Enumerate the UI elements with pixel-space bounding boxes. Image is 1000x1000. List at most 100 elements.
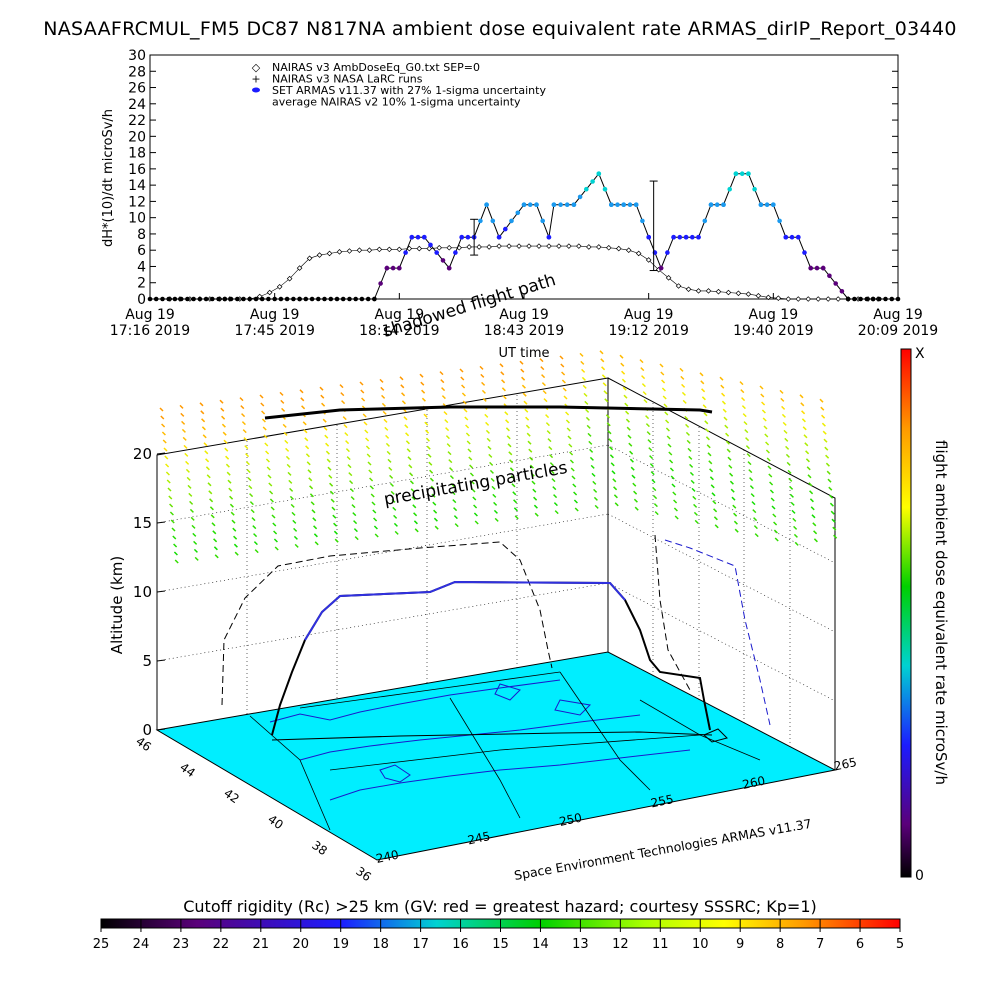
particle-mark [624,402,629,407]
nairas-point [665,275,672,281]
particle-mark [511,483,516,488]
particle-mark [684,415,689,420]
armas-point [403,250,408,255]
particle-mark [586,424,591,429]
particle-mark [423,413,428,418]
particle-mark [649,463,654,468]
particle-mark [712,500,717,505]
particle-field [159,350,838,564]
particle-mark [305,445,310,450]
particle-mark [704,420,709,425]
z-tick [156,521,166,524]
nairas-point [276,284,283,290]
particle-mark [304,437,309,442]
particle-mark [302,421,307,426]
particle-mark [651,479,656,484]
particle-mark [726,448,731,453]
particle-mark [313,533,318,538]
rigidity-tick-label: 25 [93,937,110,952]
particle-mark [792,517,797,522]
particle-mark [543,398,548,403]
page-title: NASAAFRCMUL_FM5 DC87 N817NA ambient dose… [43,18,957,40]
armas-point [390,265,396,271]
particle-mark [629,458,634,463]
particle-mark [706,444,711,449]
particle-mark [451,491,456,496]
armas-point [546,234,552,240]
nairas-point [825,296,831,302]
particle-mark [793,533,798,538]
particle-mark [786,461,791,466]
rigidity-tick-label: 16 [452,937,469,952]
armas-point [727,186,732,192]
particle-mark [566,427,571,432]
particle-mark [440,379,445,384]
particle-mark [670,475,675,480]
particle-mark [225,463,230,468]
particle-mark [479,365,484,370]
particle-mark [209,498,214,503]
z-tick [156,452,166,455]
x-tick-label: 17:16 2019 [110,323,190,339]
rigidity-tick-label: 24 [133,937,150,952]
particle-mark [545,414,550,419]
lat-tick-label: 40 [265,812,286,832]
particle-mark [369,485,374,490]
particle-mark [288,479,293,484]
armas-point [640,218,645,224]
particle-mark [772,513,777,518]
particle-mark [789,485,794,490]
particle-mark [689,463,694,468]
particle-mark [433,517,438,522]
armas-point [733,171,739,176]
nairas-point [496,243,502,249]
legend-label: NAIRAS v3 AmbDoseEq_G0.txt SEP=0 [272,61,480,74]
particle-mark [466,440,471,445]
rigidity-tick-label: 23 [173,937,190,952]
armas-point [609,202,614,207]
particle-mark [725,440,730,445]
back-left-wall [156,377,609,730]
nairas-point [835,296,841,302]
particle-mark [506,435,511,440]
particle-mark [405,440,410,445]
y-tick-label: 24 [128,97,146,113]
armas-point [690,234,695,240]
armas-point [397,265,402,271]
armas-point [895,296,901,302]
particle-mark [510,475,515,480]
particle-mark [192,532,197,537]
particle-mark [791,509,796,514]
particle-mark [222,431,227,436]
particle-mark [512,491,517,496]
particle-mark [787,469,792,474]
armas-point [309,296,315,302]
particle-mark [721,400,726,405]
armas-point [328,296,334,302]
particle-mark [765,449,770,454]
particle-mark [329,482,334,487]
particle-mark [341,400,346,405]
particle-mark [433,509,438,514]
armas-point [316,296,321,302]
particle-mark [443,411,448,416]
particle-mark [482,397,487,402]
particle-mark [213,538,218,543]
nairas-point [605,244,612,251]
particle-mark [214,554,219,559]
particle-mark [565,419,570,424]
particle-mark [784,437,789,442]
particle-mark [289,487,294,492]
particle-mark [831,518,836,523]
particle-mark [680,375,685,380]
colorbar-label: flight ambient dose equivalent rate micr… [932,440,950,785]
colorbar-top-label: X [915,346,925,362]
particle-mark [822,430,827,435]
particle-mark [707,452,712,457]
z-tick [156,590,166,593]
particle-mark [513,507,518,512]
particle-mark [689,471,694,476]
particle-mark [330,498,335,503]
particle-mark [251,517,256,522]
armas-point [827,273,832,279]
